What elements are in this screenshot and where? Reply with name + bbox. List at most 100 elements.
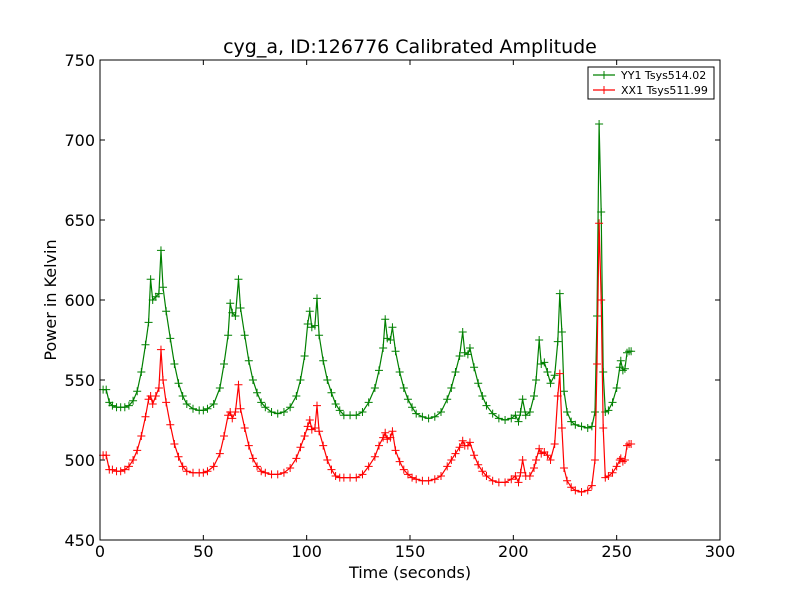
y-tick-label: 750 (64, 51, 95, 70)
data-point (511, 472, 520, 480)
data-point (209, 462, 218, 471)
data-point (543, 451, 552, 460)
x-tick-label: 150 (395, 542, 426, 561)
data-point (375, 366, 383, 375)
data-point (540, 358, 549, 367)
y-tick-label: 700 (64, 131, 95, 150)
data-point (257, 398, 266, 407)
data-point (604, 472, 613, 480)
data-point (451, 449, 460, 458)
data-point (137, 432, 146, 440)
data-point (418, 412, 427, 421)
data-point (424, 414, 433, 423)
data-point (267, 408, 276, 416)
y-tick-label: 650 (64, 211, 95, 230)
data-point (220, 360, 228, 368)
data-point (170, 440, 179, 448)
data-point (465, 438, 474, 447)
data-point (482, 472, 491, 480)
data-point (399, 384, 408, 392)
data-point (577, 422, 586, 431)
data-point (559, 464, 568, 472)
data-point (273, 470, 282, 479)
data-point (470, 451, 479, 460)
data-point (550, 440, 559, 448)
data-point (215, 449, 224, 458)
data-point (144, 318, 153, 327)
data-point (587, 481, 596, 490)
data-point (424, 476, 433, 485)
data-point (310, 321, 319, 330)
data-point (300, 352, 309, 360)
data-point (507, 414, 516, 423)
data-point (494, 414, 503, 423)
data-point (501, 416, 510, 424)
data-point (386, 336, 395, 344)
data-point (525, 408, 534, 416)
legend-label: YY1 Tsys514.02 (620, 69, 706, 82)
data-point (555, 369, 564, 378)
data-point (315, 331, 324, 340)
data-point (234, 380, 243, 389)
legend-marker (600, 86, 608, 94)
data-point (253, 388, 262, 397)
data-point (627, 440, 636, 448)
data-point (571, 486, 580, 495)
data-point (305, 307, 314, 316)
data-point (203, 404, 212, 413)
data-point (412, 409, 421, 418)
data-point (583, 424, 592, 432)
data-point (488, 409, 497, 418)
data-point (447, 456, 456, 464)
data-point (286, 464, 295, 472)
axes: 0 50 100 150 200 250 300 450 500 550 600 650 700 750 (64, 51, 735, 561)
data-point (530, 464, 538, 472)
data-point (102, 385, 111, 394)
data-point (532, 456, 541, 464)
data-point (501, 478, 510, 487)
legend: YY1 Tsys514.02 XX1 Tsys511.99 (587, 66, 715, 100)
legend-entry: XX1 Tsys511.99 (593, 84, 708, 97)
data-point (166, 420, 175, 429)
y-tick-label: 600 (64, 291, 95, 310)
data-point (352, 411, 361, 420)
data-point (108, 465, 117, 474)
data-point (399, 465, 408, 474)
data-point (587, 422, 596, 431)
data-point (521, 411, 530, 420)
data-point (286, 403, 295, 412)
data-point (577, 488, 586, 496)
x-axis-label: Time (seconds) (348, 563, 471, 582)
data-point (395, 368, 404, 376)
data-point (516, 468, 525, 477)
data-point (358, 408, 367, 416)
data-point (474, 460, 483, 469)
data-point (599, 368, 608, 376)
data-point (379, 433, 388, 442)
data-point (557, 328, 566, 336)
data-point (327, 388, 336, 397)
data-point (612, 384, 621, 392)
data-point (364, 462, 373, 471)
data-point (379, 344, 388, 352)
data-point (236, 304, 245, 312)
data-point (443, 462, 452, 471)
data-point (156, 345, 165, 354)
data-point (403, 395, 412, 404)
data-point (488, 476, 497, 485)
data-point (412, 475, 421, 484)
data-point (597, 208, 606, 216)
data-point (408, 403, 417, 412)
data-point (618, 366, 627, 375)
data-point (381, 315, 390, 324)
data-point (162, 398, 171, 407)
data-point (455, 443, 464, 452)
x-tick-label: 200 (498, 542, 529, 561)
data-point (437, 472, 445, 480)
data-point (182, 400, 191, 408)
data-point (310, 424, 319, 432)
data-point (323, 376, 332, 384)
data-point (137, 368, 146, 376)
data-point (102, 451, 111, 460)
data-point (458, 328, 467, 336)
